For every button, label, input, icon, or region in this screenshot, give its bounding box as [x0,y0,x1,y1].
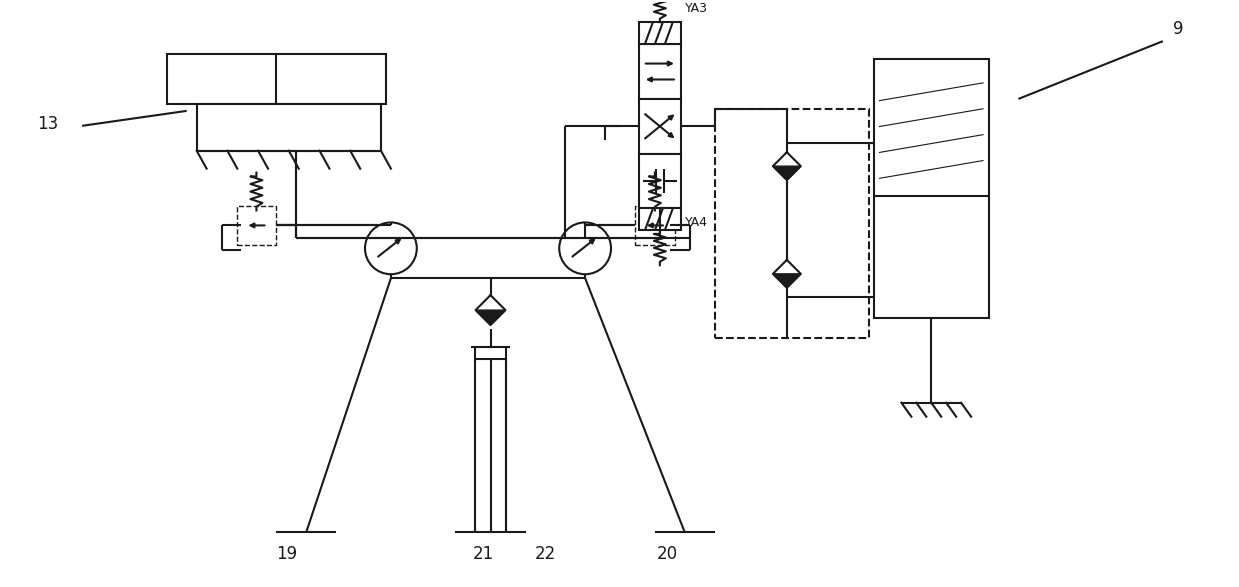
Bar [197,104,380,151]
Text: 13: 13 [37,115,58,133]
Bar [639,211,670,240]
Text: YA3: YA3 [685,2,707,15]
Bar [639,44,680,99]
Polygon shape [773,274,800,288]
Bar [237,205,276,245]
Bar [639,22,680,44]
Text: 21: 21 [473,545,494,563]
Circle shape [559,222,611,274]
Bar [639,208,680,231]
Circle shape [366,222,416,274]
Bar [242,211,271,240]
Bar [167,54,385,104]
Polygon shape [476,310,506,325]
Bar [715,109,869,338]
Bar [634,205,675,245]
Text: YA4: YA4 [685,217,707,230]
Text: 19: 19 [276,545,297,563]
Text: 22: 22 [535,545,556,563]
Bar [873,59,989,318]
Bar [639,154,680,208]
Text: 9: 9 [1173,20,1183,38]
Polygon shape [773,166,800,180]
Text: 20: 20 [657,545,679,563]
Bar [639,99,680,154]
